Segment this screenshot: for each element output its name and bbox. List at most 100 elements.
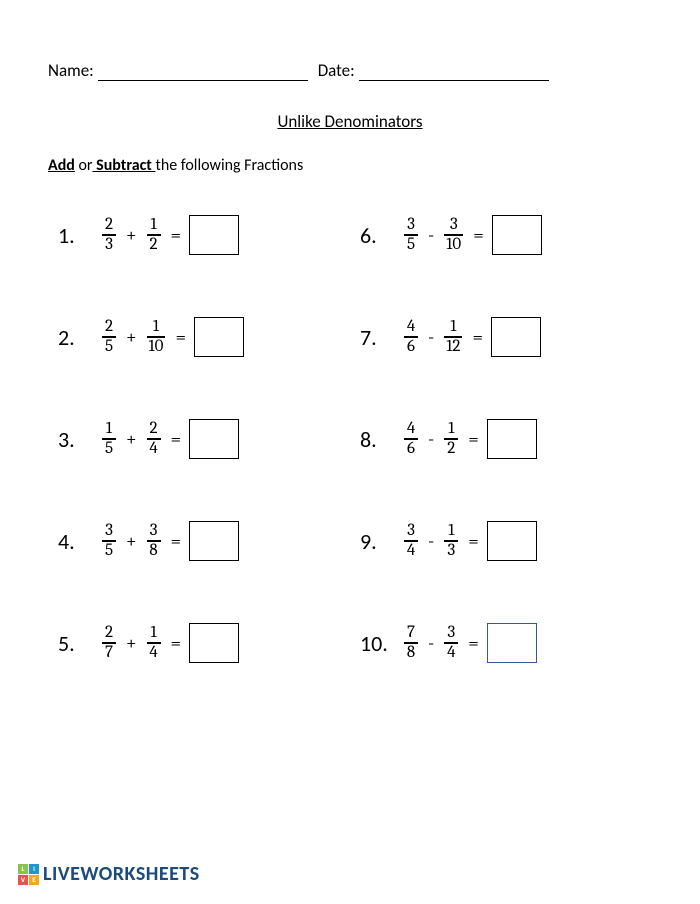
fraction-numerator: 1 bbox=[151, 318, 161, 337]
answer-box[interactable] bbox=[189, 623, 239, 663]
problem-number: 1. bbox=[58, 222, 102, 249]
answer-box[interactable] bbox=[487, 521, 537, 561]
answer-box[interactable] bbox=[189, 215, 239, 255]
fraction: 24 bbox=[147, 420, 161, 459]
operator: - bbox=[428, 326, 434, 348]
fraction-denominator: 5 bbox=[405, 236, 417, 255]
footer-brand-text: LIVEWORKSHEETS bbox=[43, 862, 200, 886]
fraction-numerator: 1 bbox=[148, 624, 158, 643]
equals-sign: = bbox=[468, 632, 479, 654]
fraction-numerator: 3 bbox=[405, 216, 417, 235]
worksheet-page: Name: Date: Unlike Denominators Add or S… bbox=[0, 0, 700, 683]
date-input-line[interactable] bbox=[359, 80, 549, 81]
instruction-rest: the following Fractions bbox=[155, 156, 303, 175]
fraction-numerator: 7 bbox=[405, 624, 417, 643]
operator: + bbox=[126, 326, 137, 348]
logo-square: I bbox=[29, 864, 39, 874]
fraction-numerator: 3 bbox=[448, 216, 460, 235]
logo-square: L bbox=[18, 864, 28, 874]
problem-number: 7. bbox=[360, 324, 404, 351]
fraction-denominator: 2 bbox=[148, 236, 160, 255]
fraction-denominator: 4 bbox=[147, 644, 159, 663]
problem-number: 3. bbox=[58, 426, 102, 453]
fraction: 46 bbox=[404, 318, 418, 357]
problem-row: 6.35-310= bbox=[360, 215, 652, 255]
answer-box[interactable] bbox=[487, 419, 537, 459]
fraction: 112 bbox=[444, 318, 462, 357]
fraction-denominator: 2 bbox=[445, 440, 457, 459]
header-row: Name: Date: bbox=[48, 60, 652, 81]
fraction-denominator: 6 bbox=[405, 440, 417, 459]
equals-sign: = bbox=[171, 428, 182, 450]
instruction-subtract: Subtract bbox=[93, 156, 156, 175]
fraction-numerator: 4 bbox=[405, 318, 417, 337]
logo-square: E bbox=[29, 875, 39, 885]
operator: + bbox=[126, 428, 137, 450]
answer-box[interactable] bbox=[194, 317, 244, 357]
equals-sign: = bbox=[473, 224, 484, 246]
fraction: 46 bbox=[404, 420, 418, 459]
fraction: 23 bbox=[102, 216, 116, 255]
answer-box[interactable] bbox=[189, 521, 239, 561]
answer-box[interactable] bbox=[189, 419, 239, 459]
fraction-numerator: 1 bbox=[448, 318, 458, 337]
problem-number: 6. bbox=[360, 222, 404, 249]
fraction: 15 bbox=[102, 420, 116, 459]
instruction-add: Add bbox=[48, 156, 75, 175]
fraction: 27 bbox=[102, 624, 116, 663]
operator: - bbox=[428, 428, 434, 450]
name-label: Name: bbox=[48, 60, 94, 81]
date-label: Date: bbox=[318, 60, 355, 81]
fraction-denominator: 5 bbox=[103, 338, 115, 357]
answer-box[interactable] bbox=[491, 317, 541, 357]
fraction: 25 bbox=[102, 318, 116, 357]
name-input-line[interactable] bbox=[98, 80, 308, 81]
footer: LIVE LIVEWORKSHEETS bbox=[18, 862, 200, 886]
instruction-or: or bbox=[75, 156, 93, 175]
logo-square: V bbox=[18, 875, 28, 885]
fraction-denominator: 3 bbox=[103, 236, 115, 255]
fraction-denominator: 7 bbox=[103, 644, 115, 663]
problem-row: 2.25+110= bbox=[58, 317, 350, 357]
fraction: 310 bbox=[444, 216, 463, 255]
fraction-denominator: 10 bbox=[444, 236, 463, 255]
problem-number: 4. bbox=[58, 528, 102, 555]
name-field: Name: bbox=[48, 60, 308, 81]
answer-box[interactable] bbox=[487, 623, 537, 663]
problem-number: 5. bbox=[58, 630, 102, 657]
fraction: 78 bbox=[404, 624, 418, 663]
fraction-numerator: 3 bbox=[103, 522, 115, 541]
fraction-numerator: 4 bbox=[405, 420, 417, 439]
problem-row: 3.15 +24 = bbox=[58, 419, 350, 459]
problem-row: 4.35+38= bbox=[58, 521, 350, 561]
equals-sign: = bbox=[468, 428, 479, 450]
problem-row: 10.78-34= bbox=[360, 623, 652, 663]
problems-grid: 1.23+12=6.35-310=2.25+110=7.46-112=3.15+… bbox=[48, 215, 652, 663]
problem-row: 1.23+12= bbox=[58, 215, 350, 255]
operator: + bbox=[126, 530, 137, 552]
problem-number: 10. bbox=[360, 630, 404, 657]
fraction-numerator: 2 bbox=[148, 420, 160, 439]
fraction-numerator: 1 bbox=[148, 216, 158, 235]
answer-box[interactable] bbox=[492, 215, 542, 255]
fraction: 14 bbox=[147, 624, 161, 663]
operator: + bbox=[126, 632, 137, 654]
fraction: 12 bbox=[147, 216, 161, 255]
fraction-denominator: 4 bbox=[147, 440, 159, 459]
fraction-denominator: 8 bbox=[147, 542, 159, 561]
fraction: 38 bbox=[147, 522, 161, 561]
fraction-denominator: 6 bbox=[405, 338, 417, 357]
operator: + bbox=[126, 224, 137, 246]
fraction: 110 bbox=[147, 318, 166, 357]
equals-sign: = bbox=[175, 326, 186, 348]
fraction-denominator: 5 bbox=[103, 440, 115, 459]
instructions: Add or Subtract the following Fractions bbox=[48, 156, 652, 175]
problem-number: 9. bbox=[360, 528, 404, 555]
operator: - bbox=[428, 530, 434, 552]
problem-row: 7.46-112= bbox=[360, 317, 652, 357]
fraction-denominator: 8 bbox=[405, 644, 417, 663]
fraction: 34 bbox=[444, 624, 458, 663]
footer-logo: LIVE bbox=[18, 864, 39, 885]
fraction-denominator: 4 bbox=[405, 542, 417, 561]
fraction-denominator: 4 bbox=[445, 644, 457, 663]
